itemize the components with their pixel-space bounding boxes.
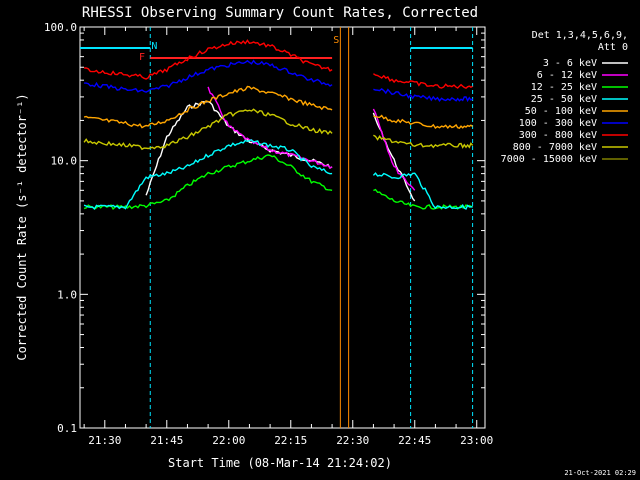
series-800_7000keV (83, 108, 474, 151)
flag-marker-F: F (139, 52, 145, 63)
legend-label: 800 - 7000 keV (513, 142, 597, 153)
series-300_800keV (84, 39, 473, 90)
plot-area: 100.0 10.0 1.0 0.1 21:30 21:45 22:00 22:15 22:30… (44, 21, 493, 447)
y-tick-label: 1.0 (57, 288, 77, 301)
series-25_50keV (83, 139, 473, 210)
legend-label: 12 - 25 keV (531, 82, 597, 93)
y-tick-label: 100.0 (44, 21, 77, 34)
legend-label: 7000 - 15000 keV (501, 154, 597, 165)
x-axis-label: Start Time (08-Mar-14 21:24:02) (168, 456, 392, 470)
legend-label: 50 - 100 keV (525, 106, 597, 117)
x-tick-label: 21:45 (150, 434, 183, 447)
series-line (84, 39, 333, 80)
y-axis-label: Corrected Count Rate (s⁻¹ detector⁻¹) (15, 93, 29, 360)
series-line (372, 108, 416, 191)
series-line (84, 59, 333, 93)
series-50_100keV (83, 85, 474, 130)
legend-label: 25 - 50 keV (531, 94, 597, 105)
series-100_300keV (84, 59, 473, 103)
legend-label: 6 - 12 keV (537, 70, 597, 81)
x-tick-label: 21:30 (88, 434, 121, 447)
flag-marker-S: S (333, 35, 339, 46)
plot-frame (79, 26, 486, 429)
series-line (373, 134, 474, 149)
legend-header-line-1: Det 1,3,4,5,6,9, (532, 30, 628, 41)
y-tick-label: 0.1 (57, 422, 77, 435)
x-tick-label: 22:30 (336, 434, 369, 447)
series-line (207, 86, 333, 169)
x-tick-label: 23:00 (460, 434, 493, 447)
series-line (373, 114, 474, 130)
chart-title: RHESSI Observing Summary Count Rates, Co… (82, 5, 478, 21)
series-line (372, 172, 473, 210)
series-line (373, 87, 473, 103)
x-tick-label: 22:15 (274, 434, 307, 447)
plot-timestamp: 21-Oct-2021 02:29 (564, 469, 636, 477)
legend-header-line-2: Att 0 (598, 42, 628, 53)
series-6_12keV (207, 86, 416, 191)
legend-label: 3 - 6 keV (543, 58, 597, 69)
series-line (373, 73, 473, 90)
y-tick-label: 10.0 (51, 155, 78, 168)
x-tick-label: 22:45 (398, 434, 431, 447)
legend-label: 300 - 800 keV (519, 130, 597, 141)
series-line (83, 139, 333, 210)
legend-label: 100 - 300 keV (519, 118, 597, 129)
x-tick-label: 22:00 (212, 434, 245, 447)
flag-marker-N: N (151, 41, 157, 52)
series-line (83, 154, 333, 211)
series-line (83, 108, 333, 151)
series-line (83, 85, 333, 129)
